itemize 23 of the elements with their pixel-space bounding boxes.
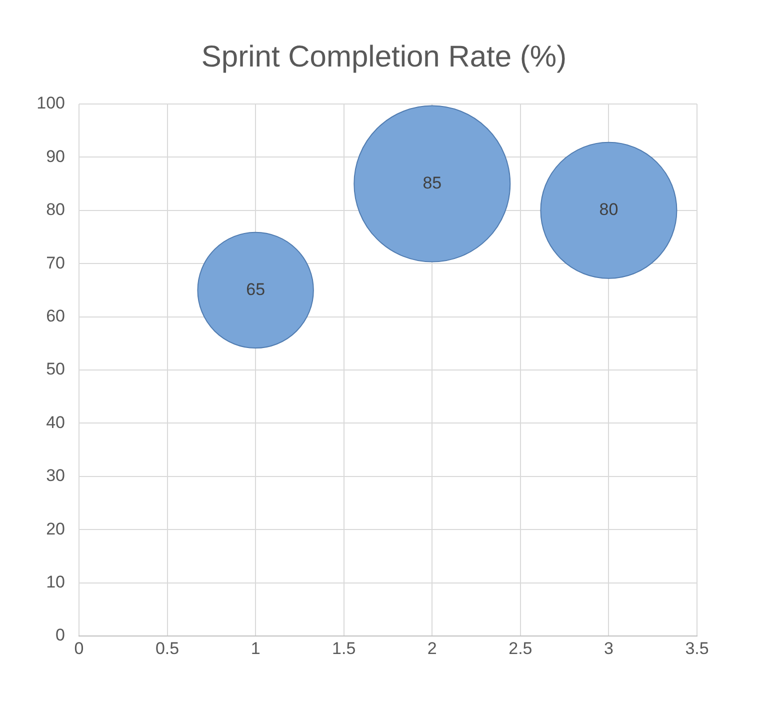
y-tick-label: 70 — [46, 253, 65, 272]
x-tick-label: 0.5 — [155, 638, 180, 658]
y-tick-label: 90 — [46, 146, 65, 166]
data-label: 80 — [599, 200, 618, 220]
y-tick-label: 60 — [46, 306, 65, 326]
chart-title: Sprint Completion Rate (%) — [201, 40, 567, 74]
y-tick-label: 0 — [56, 626, 65, 645]
data-label: 65 — [246, 280, 266, 299]
data-label: 85 — [422, 173, 442, 192]
x-tick-label: 1 — [250, 638, 260, 658]
y-tick-label: 80 — [46, 200, 65, 220]
x-tick-label: 1.5 — [332, 638, 356, 658]
x-tick-label: 3.5 — [685, 638, 709, 658]
y-tick-label: 10 — [46, 572, 65, 592]
y-tick-label: 20 — [46, 519, 65, 538]
y-tick-label: 40 — [46, 412, 65, 432]
y-tick-label: 100 — [36, 94, 65, 113]
y-tick-label: 30 — [46, 466, 65, 486]
x-tick-label: 3 — [604, 638, 614, 658]
y-tick-label: 50 — [46, 360, 65, 379]
x-tick-label: 0 — [74, 638, 84, 658]
x-tick-label: 2.5 — [508, 638, 532, 658]
x-tick-label: 2 — [427, 638, 437, 658]
